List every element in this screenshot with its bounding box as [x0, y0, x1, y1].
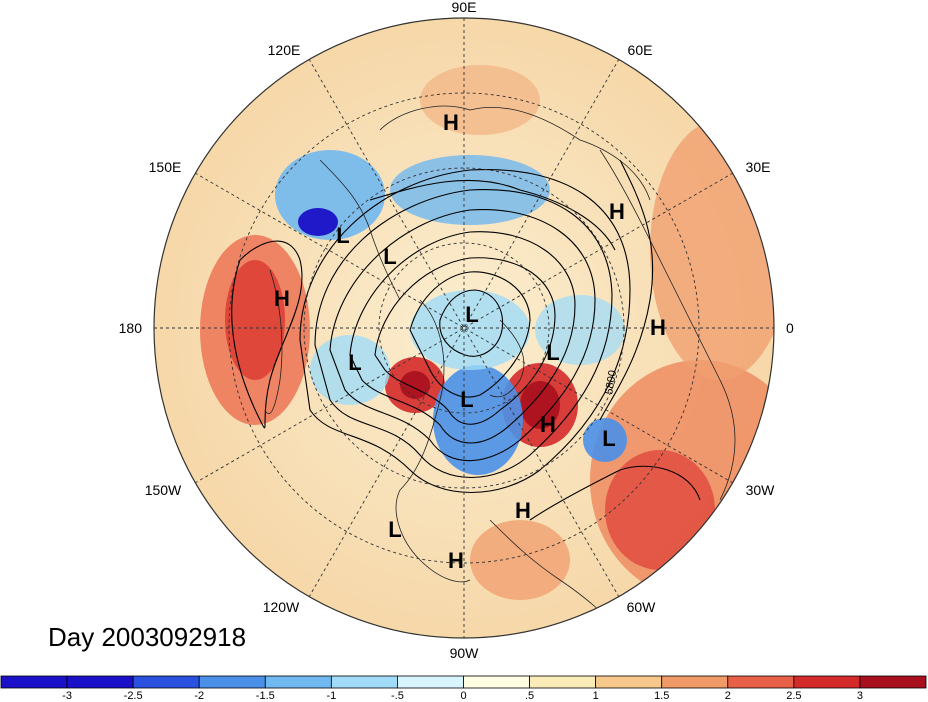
colorbar-tick-label: -.5 [391, 690, 404, 702]
pressure-center-low: L [460, 387, 473, 412]
colorbar-tick-label: -1 [326, 690, 336, 702]
colorbar-swatch [264, 675, 332, 689]
height-contours [231, 159, 701, 521]
graticule [153, 17, 775, 639]
lon-label-120w: 120W [263, 599, 300, 615]
colorbar: -3 -2.5 -2 -1.5 -1 -.5 0 .5 1 1.5 2 2.5 3 [0, 675, 927, 702]
colorbar-tick-label: 2.5 [786, 690, 801, 702]
cold-anomaly [535, 295, 625, 365]
warm-anomaly [225, 260, 285, 380]
colorbar-swatch [727, 675, 795, 689]
pressure-center-high: H [609, 199, 625, 224]
colorbar-tick-label: 1.5 [654, 690, 669, 702]
lon-label-90e: 90E [452, 0, 477, 15]
pressure-center-low: L [348, 350, 361, 375]
colorbar-swatch [463, 675, 530, 689]
colorbar-swatch [66, 675, 134, 689]
lon-label-30w: 30W [746, 482, 776, 498]
contour-value-label: 5800 [603, 369, 619, 395]
colorbar-swatch [397, 675, 464, 689]
warm-anomaly [470, 520, 570, 600]
date-label: Day 2003092918 [48, 622, 246, 652]
lon-label-90w: 90W [450, 645, 480, 661]
colorbar-swatch [0, 675, 68, 689]
colorbar-swatch [661, 675, 729, 689]
pressure-center-high: H [650, 315, 666, 340]
warm-anomaly [400, 371, 430, 399]
colorbar-swatch [595, 675, 663, 689]
warm-anomaly [605, 450, 715, 570]
colorbar-tick-label: -1.5 [256, 690, 275, 702]
lon-label-60e: 60E [628, 42, 653, 58]
pressure-center-low: L [465, 302, 478, 327]
cold-anomaly [583, 418, 627, 462]
lon-label-120e: 120E [268, 42, 301, 58]
pressure-center-high: H [443, 110, 459, 135]
colorbar-tick-label: -2 [194, 690, 204, 702]
pressure-center-high: H [448, 548, 464, 573]
colorbar-swatch [198, 675, 266, 689]
warm-anomaly [520, 381, 560, 429]
colorbar-tick-label: -3 [62, 690, 72, 702]
coastlines [264, 105, 736, 631]
lon-label-60w: 60W [627, 599, 657, 615]
cold-anomaly [433, 365, 523, 475]
lon-label-150w: 150W [145, 482, 182, 498]
cold-anomaly [298, 208, 338, 236]
pressure-center-low: L [388, 517, 401, 542]
colorbar-swatch [859, 675, 927, 689]
colorbar-swatch [330, 675, 398, 689]
pressure-center-low: L [546, 340, 559, 365]
colorbar-tick-label: 0 [460, 690, 466, 702]
lon-label-180: 180 [119, 320, 143, 336]
colorbar-tick-label: .5 [525, 690, 534, 702]
colorbar-swatch [132, 675, 200, 689]
warm-anomaly [420, 65, 540, 135]
pressure-center-low: L [336, 223, 349, 248]
pressure-center-low: L [383, 244, 396, 269]
pressure-center-high: H [515, 498, 531, 523]
lon-label-150e: 150E [149, 159, 182, 175]
lon-label-0: 0 [786, 320, 794, 336]
colorbar-tick-label: 1 [593, 690, 599, 702]
pressure-center-high: H [274, 286, 290, 311]
pressure-center-high: H [540, 412, 556, 437]
colorbar-tick-label: 2 [725, 690, 731, 702]
lon-label-30e: 30E [746, 159, 771, 175]
colorbar-tick-label: 3 [857, 690, 863, 702]
colorbar-swatch [793, 675, 861, 689]
pressure-center-low: L [602, 426, 615, 451]
colorbar-tick-label: -2.5 [124, 690, 143, 702]
colorbar-swatch [529, 675, 597, 689]
